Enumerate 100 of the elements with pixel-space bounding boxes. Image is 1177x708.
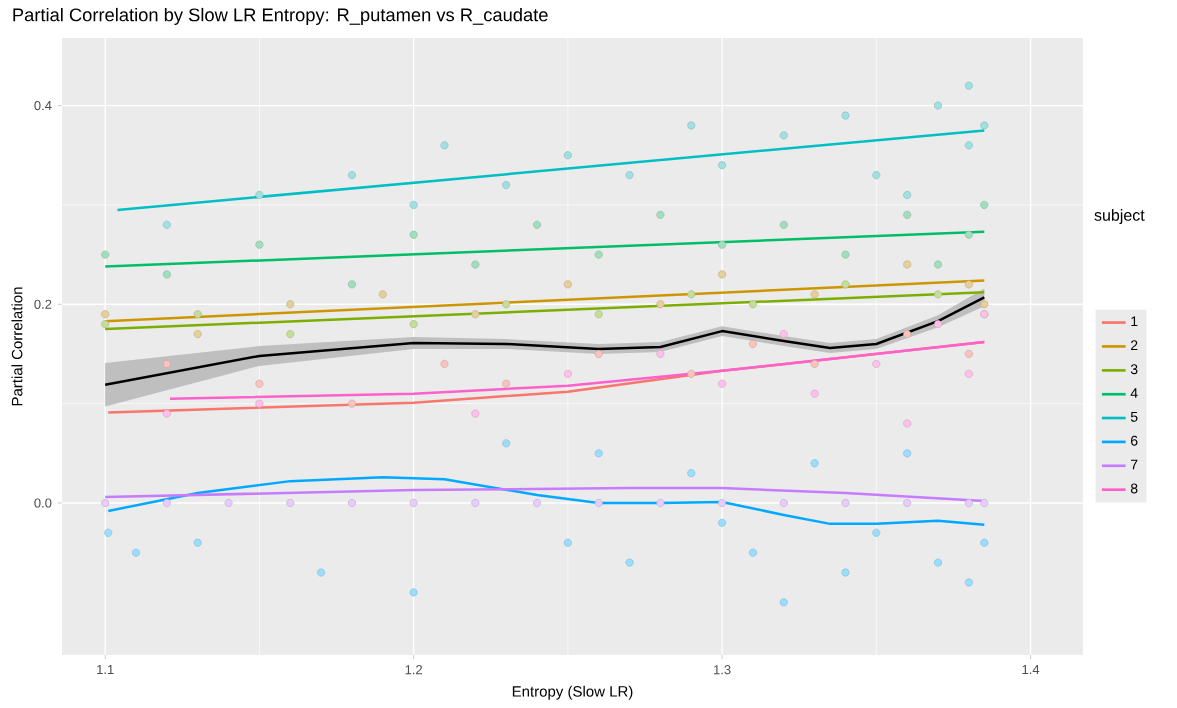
point — [964, 349, 973, 358]
point — [378, 290, 387, 299]
point — [687, 290, 696, 299]
point — [193, 538, 202, 547]
point — [347, 399, 356, 408]
point — [779, 220, 788, 229]
point — [409, 230, 418, 239]
point — [502, 181, 511, 190]
point — [934, 558, 943, 567]
point — [872, 359, 881, 368]
point — [471, 498, 480, 507]
point — [841, 111, 850, 120]
point — [934, 260, 943, 269]
point — [903, 498, 912, 507]
point — [779, 498, 788, 507]
y-tick-label: 0.4 — [34, 100, 52, 111]
point — [101, 250, 110, 259]
point — [502, 439, 511, 448]
point — [502, 300, 511, 309]
point — [903, 419, 912, 428]
legend-label: 3 — [1130, 364, 1138, 375]
point — [810, 359, 819, 368]
point — [409, 320, 418, 329]
point — [563, 151, 572, 160]
point — [903, 449, 912, 458]
point — [162, 220, 171, 229]
point — [193, 330, 202, 339]
point — [980, 498, 989, 507]
point — [964, 230, 973, 239]
point — [964, 369, 973, 378]
point — [255, 379, 264, 388]
y-tick-label: 0.2 — [34, 299, 52, 309]
point — [980, 200, 989, 209]
point — [286, 498, 295, 507]
point — [748, 548, 757, 557]
point — [687, 121, 696, 130]
point — [656, 210, 665, 219]
point — [718, 518, 727, 527]
point — [810, 389, 819, 398]
point — [718, 498, 727, 507]
chart-title: Partial Correlation by Slow LR Entropy: R_putamen vs R_caudate — [13, 7, 548, 25]
point — [409, 200, 418, 209]
point — [779, 598, 788, 607]
point — [903, 330, 912, 339]
point — [934, 290, 943, 299]
point — [934, 320, 943, 329]
point — [748, 340, 757, 349]
point — [162, 498, 171, 507]
point — [471, 409, 480, 418]
legend-label: 7 — [1130, 459, 1138, 470]
legend-label: 8 — [1130, 483, 1138, 494]
point — [317, 568, 326, 577]
line-series — [107, 475, 986, 527]
point — [903, 190, 912, 199]
x-tick-label: 1.4 — [1022, 665, 1040, 674]
legend-label: 1 — [1131, 316, 1138, 327]
point — [964, 280, 973, 289]
point — [872, 171, 881, 180]
point — [101, 498, 110, 507]
point — [471, 310, 480, 319]
point — [255, 399, 264, 408]
point — [101, 310, 110, 319]
x-tick-label: 1.2 — [405, 665, 423, 675]
point — [471, 260, 480, 269]
line-series — [103, 296, 986, 387]
point — [656, 498, 665, 507]
x-tick-label: 1.3 — [714, 665, 731, 675]
point — [718, 379, 727, 388]
point — [980, 300, 989, 309]
point — [656, 349, 665, 358]
x-axis-title: Entropy (Slow LR) — [512, 685, 633, 700]
point — [101, 320, 110, 329]
point — [625, 171, 634, 180]
legend-label: 2 — [1130, 340, 1138, 351]
point — [162, 359, 171, 368]
point — [409, 498, 418, 507]
point — [347, 280, 356, 289]
point — [594, 310, 603, 319]
point — [980, 538, 989, 547]
y-axis-title: Partial Correlation — [11, 287, 23, 406]
point — [656, 300, 665, 309]
point — [533, 220, 542, 229]
point — [625, 558, 634, 567]
point — [687, 369, 696, 378]
point — [841, 568, 850, 577]
point — [841, 498, 850, 507]
point — [286, 300, 295, 309]
point — [779, 131, 788, 140]
point — [964, 141, 973, 150]
point — [841, 280, 850, 289]
point — [903, 260, 912, 269]
point — [841, 250, 850, 259]
point — [718, 161, 727, 170]
point — [563, 280, 572, 289]
point — [255, 240, 264, 249]
point — [440, 141, 449, 150]
point — [748, 300, 757, 309]
point — [440, 359, 449, 368]
point — [964, 578, 973, 587]
point — [779, 330, 788, 339]
